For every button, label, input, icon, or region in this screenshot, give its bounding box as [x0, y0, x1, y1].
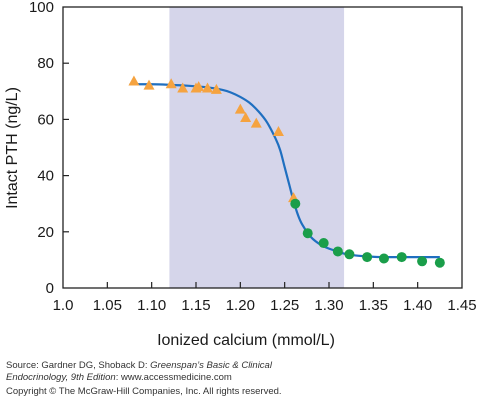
triangle-data-point: [210, 83, 222, 94]
y-tick-label: 60: [37, 111, 54, 128]
triangle-data-point: [250, 117, 262, 128]
y-tick-label: 40: [37, 168, 54, 185]
x-tick-label: 1.20: [226, 297, 255, 314]
triangle-data-point: [202, 82, 214, 93]
circle-data-point: [318, 238, 329, 249]
x-tick-label: 1.40: [403, 297, 432, 314]
plot-frame: [62, 6, 463, 289]
triangle-data-point: [234, 103, 246, 114]
x-tick-label: 1.15: [181, 297, 210, 314]
circle-data-point: [332, 246, 343, 257]
circle-data-point: [396, 252, 407, 263]
x-tick-label: 1.10: [137, 297, 166, 314]
triangle-data-point: [240, 111, 252, 122]
y-tick-label: 0: [46, 280, 54, 297]
source-line-1: Source: Gardner DG, Shoback D: Greenspan…: [6, 360, 272, 372]
y-axis-ticks: [63, 62, 69, 233]
y-axis-tick-labels: 0 20 40 60 80 100: [29, 0, 54, 297]
triangle-data-point: [177, 82, 189, 93]
y-axis-label: Intact PTH (ng/L): [4, 87, 21, 209]
x-tick-label: 1.05: [93, 297, 122, 314]
y-tick-label: 100: [29, 0, 54, 16]
triangle-data-point: [193, 81, 205, 92]
source-url: : www.accessmedicine.com: [115, 372, 232, 383]
x-axis-label: Ionized calcium (mmol/L): [157, 332, 335, 349]
copyright-notice: Copyright © The McGraw-Hill Companies, I…: [6, 386, 282, 397]
x-tick-label: 1.25: [270, 297, 299, 314]
source-line-2: Endocrinology, 9th Edition: www.accessme…: [6, 372, 232, 384]
circle-data-point: [302, 228, 313, 239]
x-axis-tick-labels: 1.0 1.05 1.10 1.15 1.20 1.25 1.30 1.35 1.40 1.45: [53, 297, 477, 314]
x-tick-label: 1.45: [447, 297, 476, 314]
x-tick-label: 1.30: [314, 297, 343, 314]
data-points: [128, 75, 445, 268]
x-axis-ticks: [106, 282, 419, 288]
x-tick-label: 1.35: [359, 297, 388, 314]
y-tick-label: 20: [37, 224, 54, 241]
x-tick-label: 1.0: [53, 297, 74, 314]
circle-data-point: [434, 257, 445, 268]
circle-data-point: [344, 249, 355, 260]
triangle-data-point: [143, 79, 155, 90]
triangle-data-point: [272, 126, 284, 137]
source-book-title-2: Endocrinology, 9th Edition: [6, 372, 116, 383]
source-book-title-1: Greenspan’s Basic & Clinical: [150, 360, 272, 371]
circle-data-point: [378, 253, 389, 264]
circle-data-point: [362, 252, 373, 263]
circle-data-point: [417, 256, 428, 267]
triangle-data-point: [165, 78, 177, 89]
y-tick-label: 80: [37, 55, 54, 72]
circle-data-point: [290, 198, 301, 209]
source-prefix: Source: Gardner DG, Shoback D:: [6, 360, 151, 371]
normal-range-band: [169, 7, 345, 288]
triangle-data-point: [128, 75, 140, 86]
